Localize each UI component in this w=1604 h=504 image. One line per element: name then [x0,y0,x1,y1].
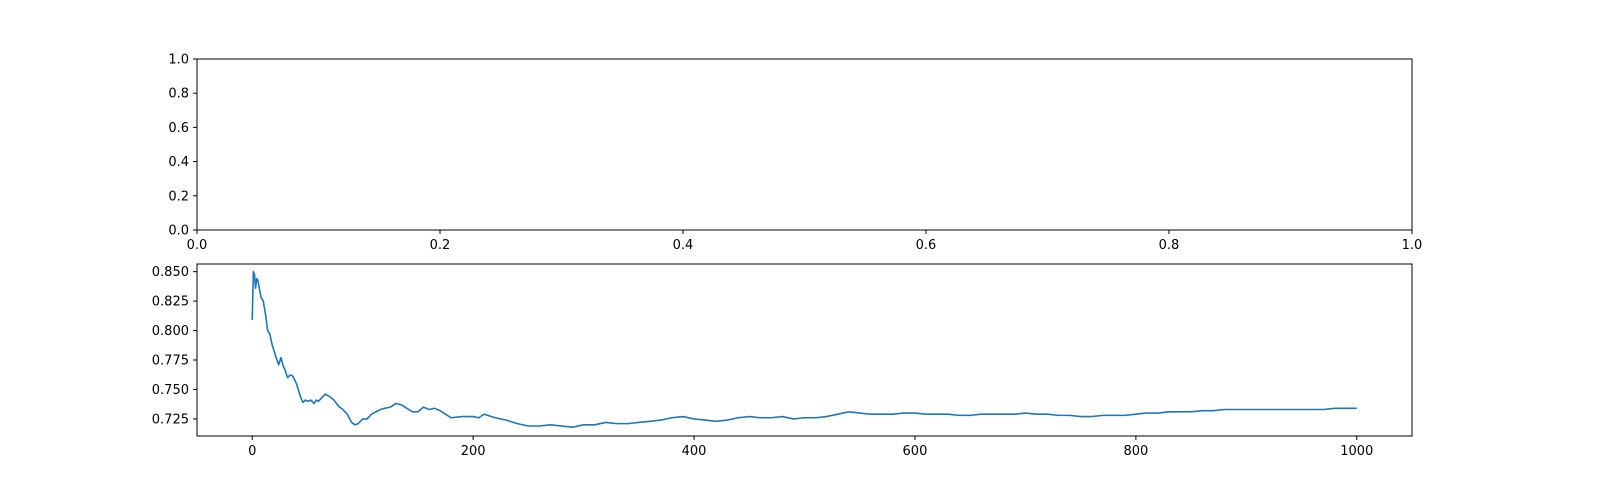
x-tick-label: 0 [248,444,256,459]
y-tick-label: 0.800 [152,324,189,339]
bottom-axes: 0 200 400 600 800 1000 0.725 0.750 0.775 0.800 0.8… [152,263,1413,459]
y-tick-label: 0.775 [152,354,189,369]
x-tick-label: 0.6 [916,238,937,253]
y-tick-label: 0.6 [168,121,189,136]
x-tick-label: 600 [903,444,928,459]
x-tick-label: 1.0 [1402,238,1423,253]
y-tick-label: 0.825 [152,295,189,310]
x-tick-label: 0.0 [187,238,208,253]
x-tick-label: 0.2 [430,238,451,253]
axes-frame [196,263,1413,437]
y-tick-label: 0.850 [152,265,189,280]
series-line [251,270,1357,428]
x-tick-label: 800 [1123,444,1148,459]
x-tick-label: 0.4 [673,238,694,253]
y-tick-label: 0.725 [152,412,189,427]
x-tick-label: 400 [682,444,707,459]
top-axes: 0.0 0.2 0.4 0.6 0.8 1.0 0.0 0.2 0.4 0.6 0.8 1.0 [168,53,1422,254]
y-tick-label: 0.4 [168,155,189,170]
x-tick-label: 200 [461,444,486,459]
y-tick-label: 0.750 [152,383,189,398]
x-tick-label: 0.8 [1159,238,1180,253]
y-tick-label: 1.0 [168,53,189,68]
y-tick-label: 0.8 [168,87,189,102]
axes-frame [196,58,1413,231]
x-tick-label: 1000 [1340,444,1373,459]
y-tick-label: 0.0 [168,224,189,239]
y-tick-label: 0.2 [168,189,189,204]
